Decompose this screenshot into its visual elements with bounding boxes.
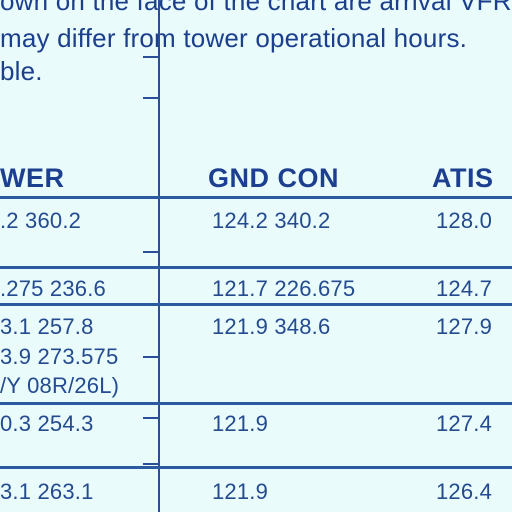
row-rule: [0, 266, 512, 269]
row-5-gnd-con: 121.9: [212, 479, 269, 504]
row-5-atis: 126.4: [436, 479, 493, 504]
row-rule: [0, 466, 512, 469]
divider-tick: [143, 97, 159, 99]
row-3-tower-line-1: 3.1 257.8: [0, 314, 94, 339]
divider-tick: [143, 463, 159, 465]
row-3-tower-line-3: /Y 08R/26L): [0, 373, 120, 398]
row-5-tower: 3.1 263.1: [0, 479, 94, 504]
row-4-tower: 0.3 254.3: [0, 411, 94, 436]
intro-line-2: may differ from tower operational hours.: [0, 23, 468, 53]
row-1-atis: 128.0: [436, 208, 493, 233]
row-4-atis: 127.4: [436, 411, 493, 436]
row-3-tower-line-2: 3.9 273.575: [0, 344, 119, 369]
row-1-tower: .2 360.2: [0, 208, 82, 233]
row-2-tower: .275 236.6: [0, 276, 106, 301]
row-2-gnd-con: 121.7 226.675: [212, 276, 356, 301]
column-divider: [158, 0, 160, 512]
intro-line-3: ble.: [0, 56, 43, 86]
header-tower: WER: [0, 163, 65, 193]
intro-line-1: own on the face of the chart are arrival…: [0, 0, 512, 16]
header-atis: ATIS: [432, 163, 494, 193]
header-gnd-con: GND CON: [208, 163, 339, 193]
divider-tick: [143, 56, 159, 58]
row-2-atis: 124.7: [436, 276, 493, 301]
header-rule: [0, 196, 512, 199]
row-3-gnd-con: 121.9 348.6: [212, 314, 331, 339]
row-rule: [0, 402, 512, 405]
divider-tick: [143, 356, 159, 358]
divider-tick: [143, 417, 159, 419]
row-4-gnd-con: 121.9: [212, 411, 269, 436]
row-3-atis: 127.9: [436, 314, 493, 339]
row-1-gnd-con: 124.2 340.2: [212, 208, 331, 233]
row-rule: [0, 303, 512, 306]
divider-tick: [143, 251, 159, 253]
